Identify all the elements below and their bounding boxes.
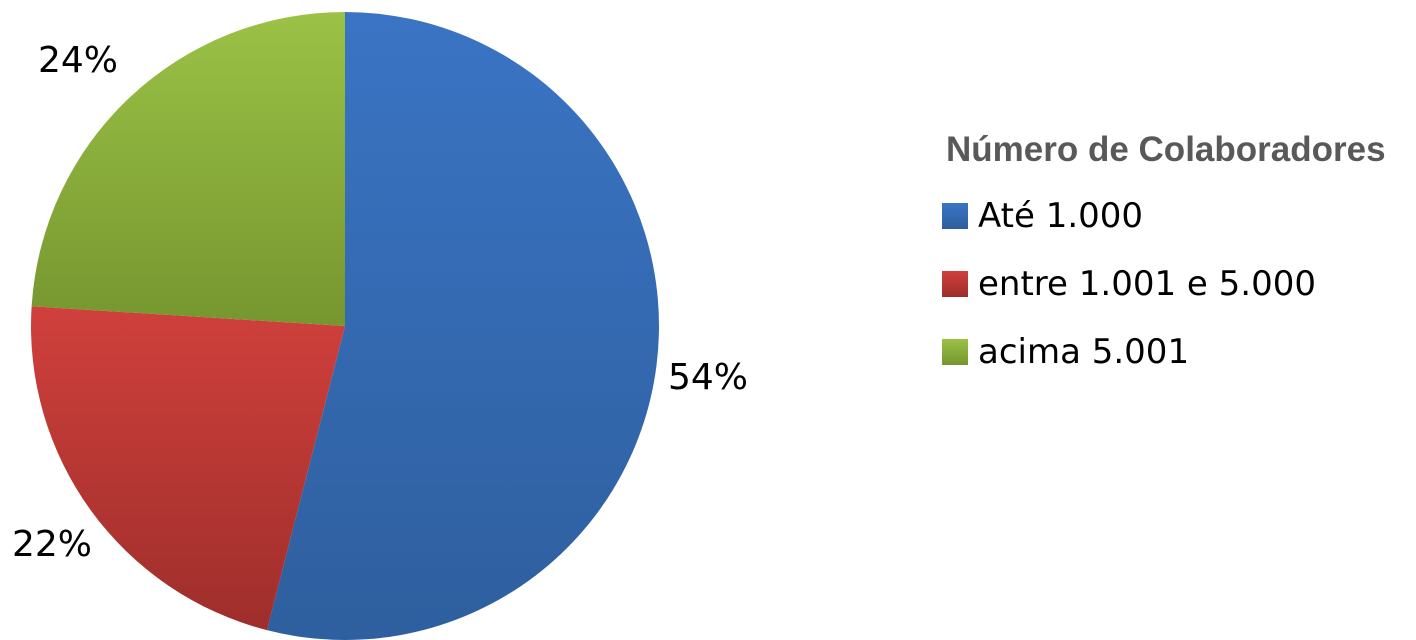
- legend-title: Número de Colaboradores: [946, 130, 1386, 169]
- legend-item-entre-1-001-e-5-000: entre 1.001 e 5.000: [942, 262, 1412, 306]
- data-label-ate-1-000: 54%: [668, 357, 748, 398]
- data-label-acima-5-001: 24%: [38, 40, 118, 81]
- legend-swatch: [942, 339, 968, 365]
- legend-label: Até 1.000: [978, 196, 1144, 236]
- legend-item-acima-5-001: acima 5.001: [942, 330, 1412, 374]
- legend-label: acima 5.001: [978, 332, 1190, 372]
- pie-slice-ate-1-000: [266, 12, 659, 640]
- legend-items: Até 1.000 entre 1.001 e 5.000 acima 5.001: [942, 194, 1412, 374]
- pie-slice-acima-5-001: [31, 12, 346, 326]
- data-label-entre-1-001-e-5-000: 22%: [12, 524, 92, 565]
- pie-data-labels: 54% 22% 24%: [12, 40, 748, 565]
- legend-swatch: [942, 271, 968, 297]
- pie-slice-entre-1-001-e-5-000: [30, 306, 346, 631]
- legend-swatch: [942, 203, 968, 229]
- legend-label: entre 1.001 e 5.000: [978, 264, 1316, 304]
- legend-item-ate-1-000: Até 1.000: [942, 194, 1412, 238]
- legend: Número de Colaboradores Até 1.000 entre 1…: [942, 128, 1412, 398]
- pie-slices: [30, 12, 659, 640]
